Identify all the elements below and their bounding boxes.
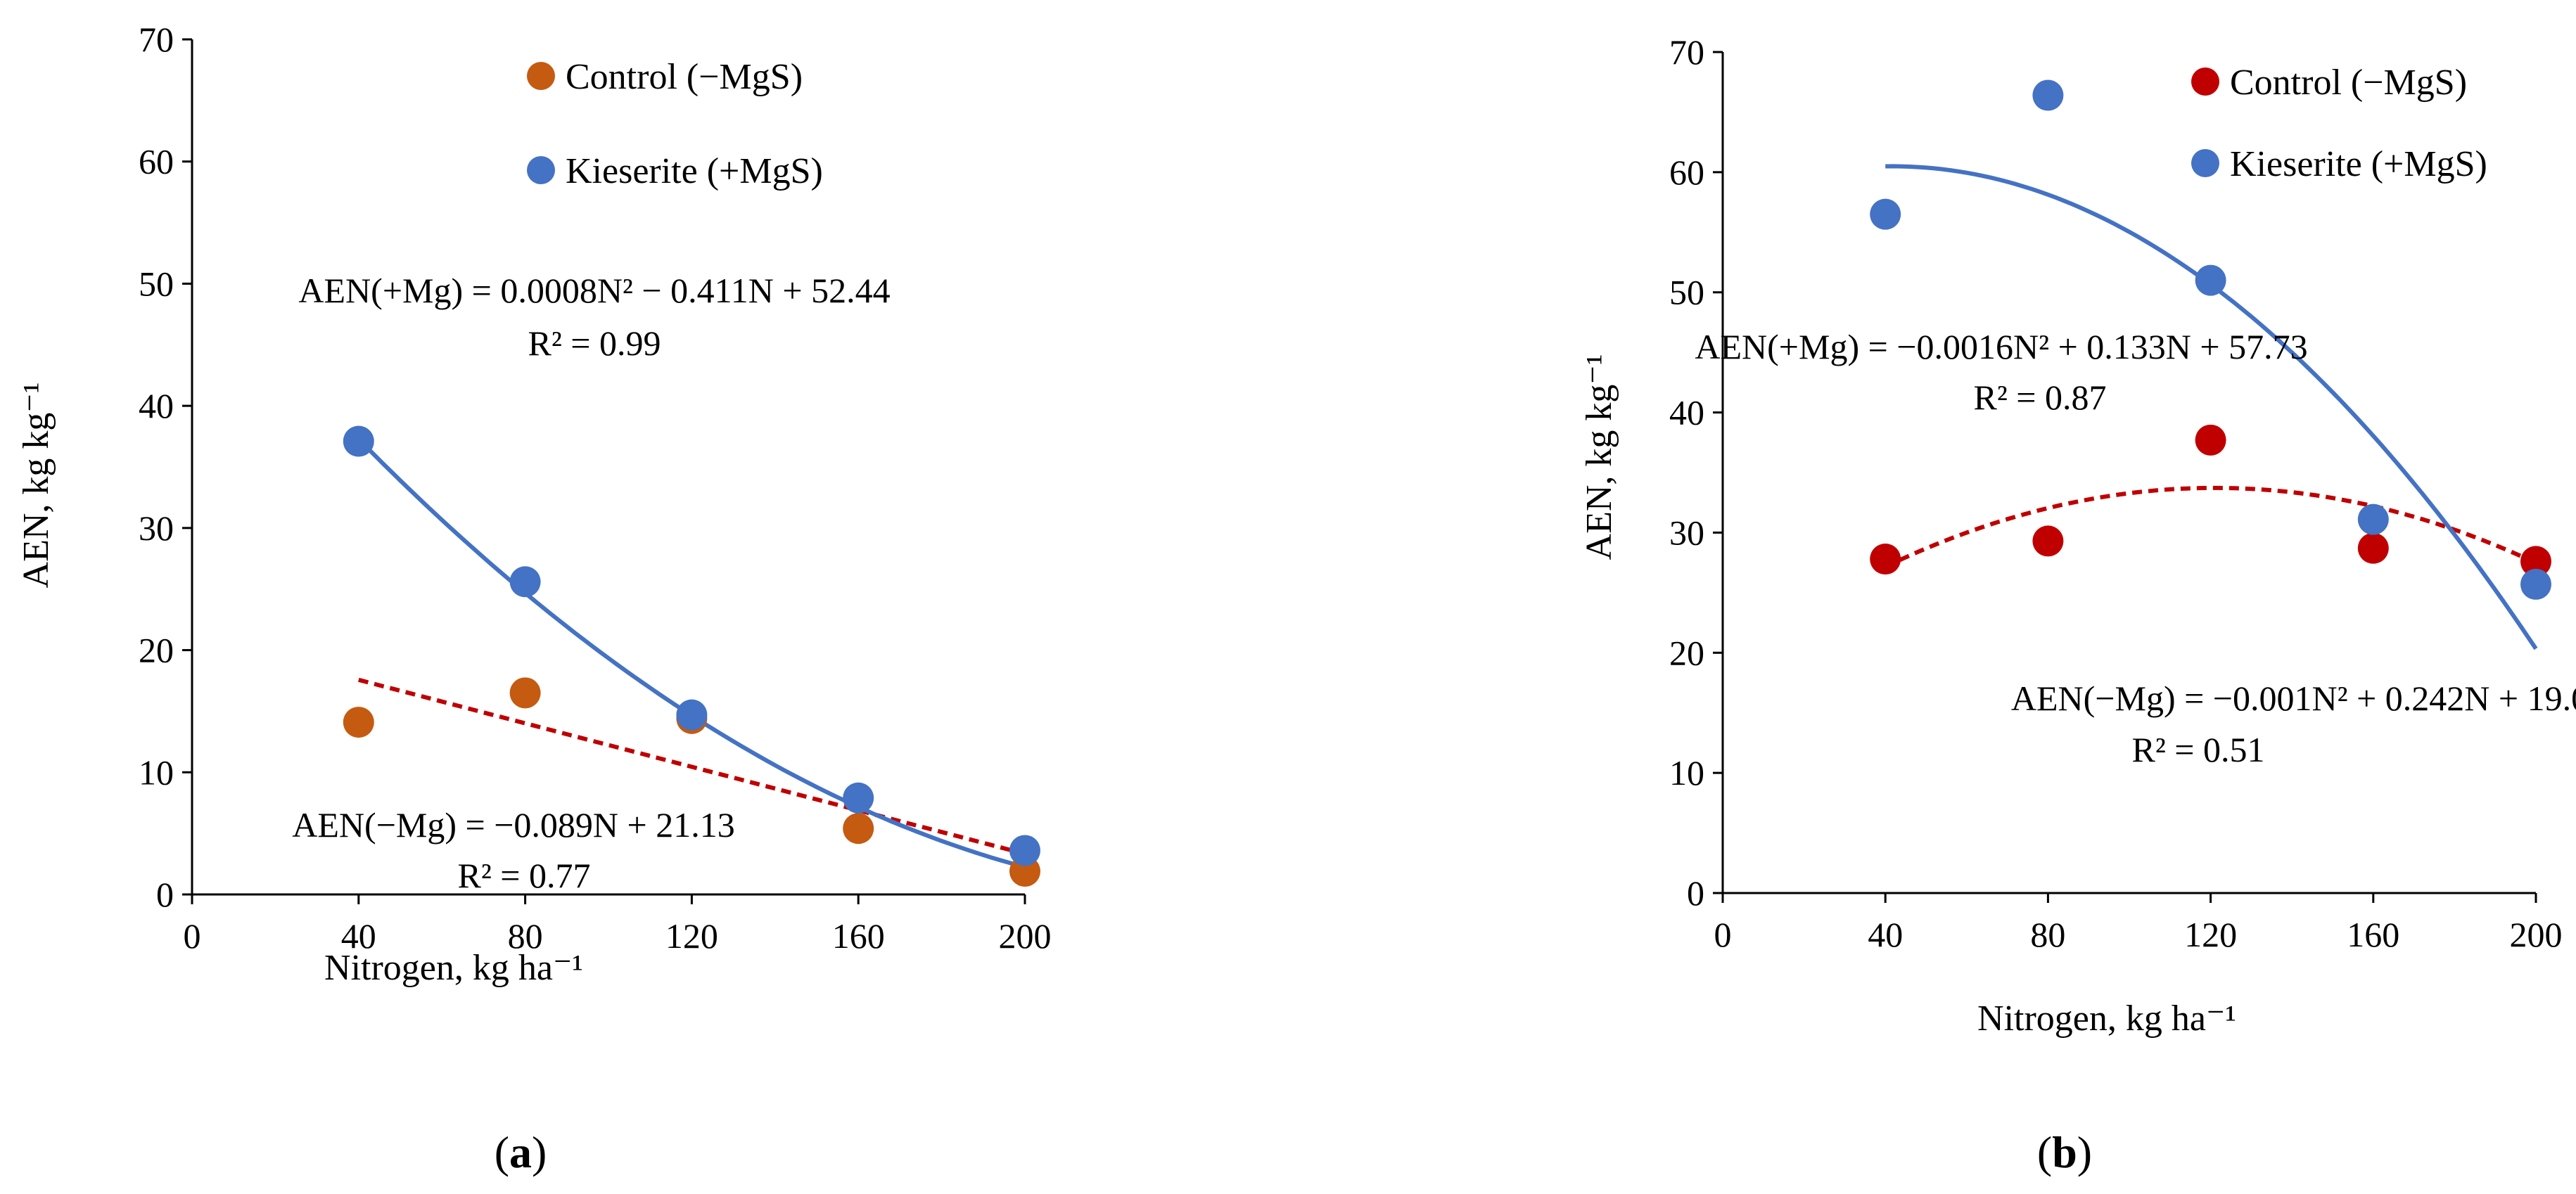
panel-b-point-control-0 <box>1870 544 1901 575</box>
panel-a-label: (a) <box>495 1127 547 1177</box>
panel-b-y-axis-title: AEN, kg kg⁻¹ <box>1579 354 1619 560</box>
panel-b-point-control-3 <box>2357 532 2389 564</box>
panel-b-legend-label-kieserite: Kieserite (+MgS) <box>2230 144 2487 184</box>
panel-b-y-tick-label-1: 10 <box>1669 753 1704 792</box>
panel-a-equation-kieserite: AEN(+Mg) = 0.0008N² − 0.411N + 52.44 <box>298 271 890 310</box>
panel-b-legend-marker-control <box>2191 68 2219 96</box>
panel-b-y-ticks: 0 10 20 30 40 50 60 70 <box>1669 32 1723 913</box>
chart-panel-a: 0 40 80 120 160 200 0 10 20 30 40 50 60 70 Nitrogen,… <box>16 20 1052 1177</box>
panel-b-x-ticks: 0 40 80 120 160 200 <box>1714 893 2563 954</box>
panel-a-trendline-control <box>358 677 1026 856</box>
panel-a-point-control-0 <box>343 707 374 738</box>
panel-a-legend-label-control: Control (−MgS) <box>566 57 803 97</box>
panel-a-x-tick-label-3: 120 <box>665 916 718 956</box>
panel-b-legend: Control (−MgS) Kieserite (+MgS) <box>2191 63 2487 184</box>
panel-b-label-open: ( <box>2037 1127 2052 1177</box>
panel-a-y-tick-label-3: 30 <box>139 508 174 548</box>
panel-a-y-tick-label-7: 70 <box>139 20 174 59</box>
panel-b-equation-kieserite: AEN(+Mg) = −0.0016N² + 0.133N + 57.73 <box>1695 327 2307 366</box>
panel-a-y-tick-label-0: 0 <box>156 875 174 914</box>
panel-a-trendline-kieserite <box>357 437 1026 869</box>
panel-b-point-kieserite-0 <box>1870 198 1901 230</box>
panel-b-point-control-2 <box>2195 424 2226 456</box>
panel-a-point-control-3 <box>843 813 874 845</box>
panel-b-x-tick-label-0: 0 <box>1714 915 1732 954</box>
chart-panel-b: 0 40 80 120 160 200 0 10 20 30 40 50 60 70 Nitrogen,… <box>1579 32 2576 1177</box>
panel-a-legend-marker-kieserite <box>527 156 555 184</box>
panel-a-label-close: ) <box>532 1127 547 1177</box>
panel-b-y-tick-label-3: 30 <box>1669 513 1704 552</box>
panel-b-r2-kieserite: R² = 0.87 <box>1973 378 2106 417</box>
panel-b-y-tick-label-5: 50 <box>1669 273 1704 312</box>
panel-a-point-kieserite-0 <box>343 425 374 457</box>
panel-a-legend-label-kieserite: Kieserite (+MgS) <box>566 151 823 191</box>
panel-a-y-axis-title: AEN, kg kg⁻¹ <box>16 383 56 589</box>
panel-a-x-tick-label-5: 200 <box>999 916 1052 956</box>
panel-b-label-letter: b <box>2052 1127 2077 1177</box>
panel-a-legend: Control (−MgS) Kieserite (+MgS) <box>527 57 823 191</box>
panel-a-y-ticks: 0 10 20 30 40 50 60 70 <box>139 20 192 914</box>
panel-b-r2-control: R² = 0.51 <box>2131 730 2264 769</box>
panel-b-x-tick-label-2: 80 <box>2030 915 2065 954</box>
panel-b-y-tick-label-2: 20 <box>1669 633 1704 672</box>
panel-a-axes <box>191 39 1025 896</box>
panel-b-x-tick-label-3: 120 <box>2184 915 2237 954</box>
panel-a-x-tick-label-0: 0 <box>184 916 201 956</box>
panel-b-points <box>1870 79 2551 600</box>
panel-a-point-kieserite-2 <box>676 699 708 731</box>
panel-a-point-kieserite-3 <box>843 782 874 814</box>
panel-b-label: (b) <box>2037 1127 2092 1177</box>
panel-b-legend-label-control: Control (−MgS) <box>2230 63 2467 103</box>
panel-a-r2-control: R² = 0.77 <box>457 856 590 895</box>
panel-a-points <box>343 425 1040 887</box>
panel-a-equation-control: AEN(−Mg) = −0.089N + 21.13 <box>292 805 734 845</box>
panel-b-point-kieserite-3 <box>2357 503 2389 535</box>
panel-b-legend-marker-kieserite <box>2191 149 2219 177</box>
panel-b-x-tick-label-5: 200 <box>2510 915 2563 954</box>
panel-a-label-letter: a <box>509 1127 532 1177</box>
panel-a-trendlines <box>357 437 1026 869</box>
panel-a-y-tick-label-6: 60 <box>139 142 174 181</box>
panel-a-x-axis-title: Nitrogen, kg ha⁻¹ <box>324 948 583 988</box>
panel-b-point-kieserite-4 <box>2520 568 2551 600</box>
panel-b-equation-control: AEN(−Mg) = −0.001N² + 0.242N + 19.08 <box>2011 679 2576 718</box>
panel-b-axes <box>1721 52 2536 894</box>
panel-b-label-close: ) <box>2077 1127 2092 1177</box>
panel-b-point-kieserite-1 <box>2032 79 2064 111</box>
panel-b-y-tick-label-6: 60 <box>1669 153 1704 192</box>
panel-a-y-tick-label-4: 40 <box>139 386 174 425</box>
panel-b-y-tick-label-7: 70 <box>1669 32 1704 72</box>
panel-b-point-control-1 <box>2032 525 2064 557</box>
panel-a-point-kieserite-1 <box>509 566 541 598</box>
panel-b-trendline-control <box>1884 485 2537 569</box>
panel-a-legend-marker-control <box>527 62 555 90</box>
panel-a-y-tick-label-1: 10 <box>139 752 174 792</box>
panel-b-y-tick-label-0: 0 <box>1687 873 1704 913</box>
panel-b-x-tick-label-1: 40 <box>1868 915 1903 954</box>
panel-a-point-kieserite-4 <box>1009 835 1040 866</box>
panel-b-point-kieserite-2 <box>2195 264 2226 296</box>
panel-b-x-tick-label-4: 160 <box>2347 915 2399 954</box>
panel-a-x-tick-label-1: 40 <box>341 916 376 956</box>
panel-b-point-control-4 <box>2520 546 2551 577</box>
panel-a-x-tick-label-2: 80 <box>508 916 543 956</box>
panel-a-r2-kieserite: R² = 0.99 <box>528 323 661 363</box>
panel-a-x-tick-label-4: 160 <box>832 916 885 956</box>
panel-a-y-tick-label-2: 20 <box>139 631 174 670</box>
panel-a-y-tick-label-5: 50 <box>139 264 174 303</box>
panel-a-point-control-1 <box>509 677 541 709</box>
panel-b-y-tick-label-4: 40 <box>1669 393 1704 432</box>
panel-a-label-open: ( <box>495 1127 509 1177</box>
panel-b-x-axis-title: Nitrogen, kg ha⁻¹ <box>1977 999 2236 1039</box>
panel-a-x-ticks: 0 40 80 120 160 200 <box>184 894 1052 956</box>
